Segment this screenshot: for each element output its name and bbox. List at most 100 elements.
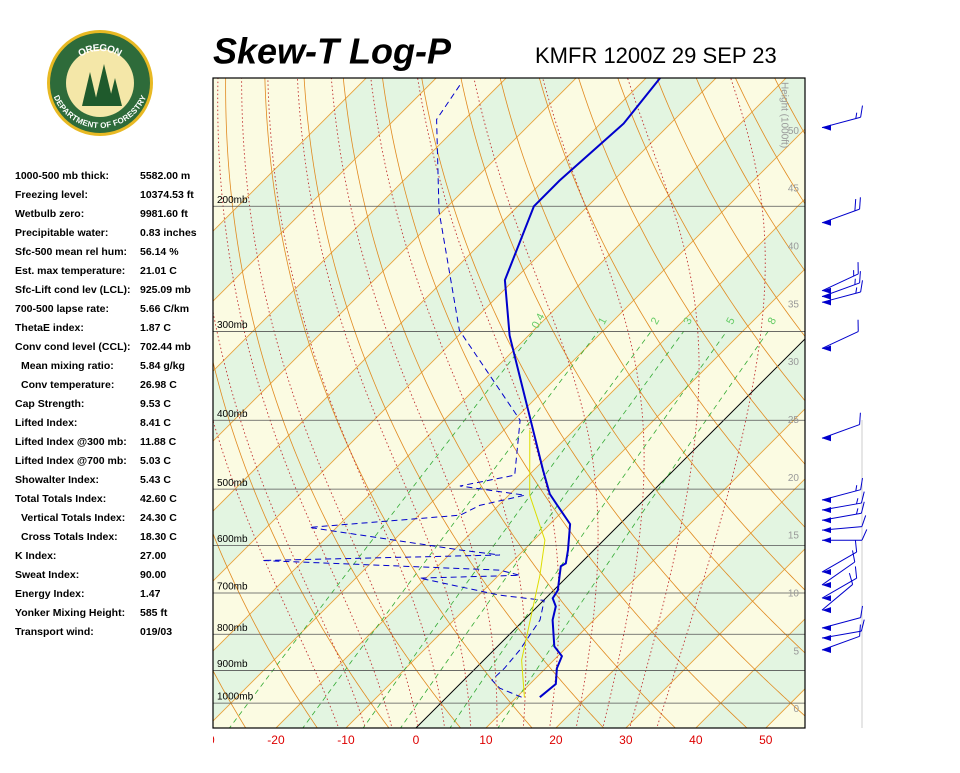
stat-value: 90.00 [140,569,166,581]
x-tick-label: -20 [267,733,285,747]
barb-base [822,625,831,631]
stat-label: Sfc-500 mean rel hum: [15,246,127,258]
barb-feather [856,508,857,514]
stat-label: Total Totals Index: [15,493,106,505]
stat-value: 8.41 C [140,417,171,429]
barb-feather [860,625,861,637]
y2-tick-label: 10 [788,588,800,599]
barb-staff [822,274,858,291]
x-tick-label: 40 [689,733,703,747]
stat-label: Est. max temperature: [15,265,125,277]
stat-label: Transport wind: [15,626,94,638]
stat-value: 5.43 C [140,474,171,486]
stat-value: 1.87 C [140,322,171,334]
barb-base [822,527,831,533]
barb-feather [862,529,867,540]
barb-staff [822,332,858,349]
barb-feather [860,413,861,425]
stat-value: 21.01 C [140,265,177,277]
barb-feather [855,199,856,211]
barb-staff [822,209,860,223]
stat-label: Cap Strength: [15,398,84,410]
stat-value: 10374.53 ft [140,189,194,201]
y2-tick-label: 30 [788,357,800,368]
stat-label: Sfc-Lift cond lev (LCL): [15,284,131,296]
stat-label: 700-500 lapse rate: [15,303,109,315]
stat-label: Energy Index: [15,588,84,600]
wind-barb [822,620,864,641]
stat-label: Mean mixing ratio: [21,360,114,372]
stat-label: ThetaE index: [15,322,84,334]
barb-feather [856,498,857,504]
stat-label: Cross Totals Index: [21,531,118,543]
stat-label: Lifted Index @300 mb: [15,436,127,448]
wind-barb [822,413,860,441]
wind-barbs [822,106,867,653]
y-tick-label: 700mb [217,582,248,593]
x-tick-label: 10 [479,733,493,747]
barb-feather [856,287,857,293]
barb-base [822,497,831,503]
barb-base [822,517,831,523]
stat-label: Lifted Index @700 mb: [15,455,127,467]
wind-barb [822,197,860,225]
y2-tick-label: 15 [788,531,800,542]
stat-label: Vertical Totals Index: [21,512,125,524]
y-tick-label: 800mb [217,623,248,634]
y2-axis-label: Height (1000ft) [778,82,789,148]
barb-base [822,635,831,641]
y2-tick-label: 35 [788,299,800,310]
stat-label: Conv cond level (CCL): [15,341,131,353]
y2-tick-label: 5 [793,646,799,657]
x-tick-label: 0 [413,733,420,747]
stat-label: Wetbulb zero: [15,208,84,220]
wind-barb [822,106,862,131]
stat-label: Yonker Mixing Height: [15,607,125,619]
stat-label: 1000-500 mb thick: [15,170,109,182]
barb-feather [853,550,855,562]
dry-adiabat [811,73,960,729]
barb-staff [822,425,860,439]
stat-value: 5.03 C [140,455,171,467]
x-tick-label: 20 [549,733,563,747]
wind-barb [822,262,858,294]
stat-value: 5.84 g/kg [140,360,185,372]
stat-value: 5.66 C/km [140,303,189,315]
y-tick-label: 1000mb [217,692,254,703]
wind-barb [822,502,864,523]
stat-value: 925.09 mb [140,284,191,296]
y-tick-label: 500mb [217,478,248,489]
y-tick-label: 900mb [217,659,248,670]
y2-tick-label: 45 [788,184,800,195]
barb-feather [855,540,856,552]
y-tick-label: 400mb [217,409,248,420]
barb-feather [856,113,857,119]
stat-label: Precipitable water: [15,227,108,239]
x-tick-label: -10 [337,733,355,747]
barb-base [822,125,831,131]
stat-value: 702.44 mb [140,341,191,353]
chart-subtitle: KMFR 1200Z 29 SEP 23 [535,43,777,68]
y-tick-label: 200mb [217,195,248,206]
y2-tick-label: 40 [788,242,800,253]
stat-value: 9.53 C [140,398,171,410]
stat-value: 9981.60 ft [140,208,188,220]
y2-tick-label: 25 [788,415,800,426]
stat-label: Freezing level: [15,189,88,201]
barb-base [822,537,831,543]
stat-value: 585 ft [140,607,168,619]
stat-value: 0.83 inches [140,227,197,239]
stat-value: 56.14 % [140,246,179,258]
stat-value: 27.00 [140,550,166,562]
stat-value: 42.60 C [140,493,177,505]
wind-barb [822,478,862,503]
barb-feather [861,280,863,292]
y2-tick-label: 0 [793,704,799,715]
stat-value: 24.30 C [140,512,177,524]
wind-barb [822,573,853,613]
barb-base [822,582,831,588]
